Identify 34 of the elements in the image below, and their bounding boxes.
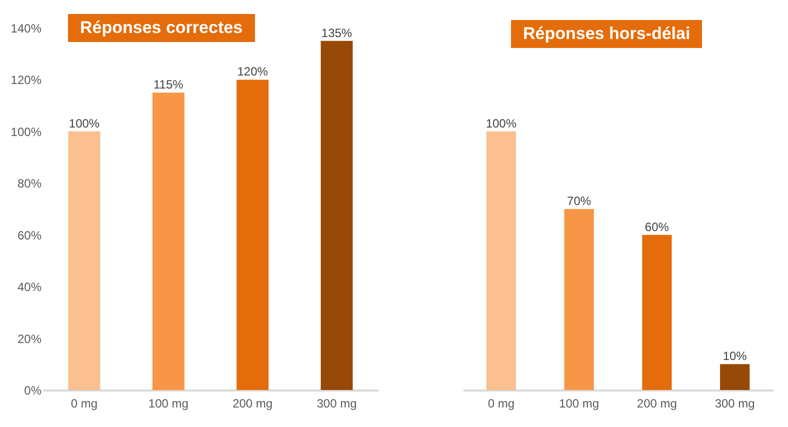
bar: [152, 92, 184, 390]
data-label: 10%: [722, 349, 748, 364]
data-label: 100%: [68, 116, 100, 130]
x-tick-label: 100 mg: [148, 396, 188, 410]
data-label: 70%: [567, 194, 592, 208]
x-tick-label: 300 mg: [316, 396, 357, 410]
bar: [486, 131, 516, 390]
data-label: 120%: [237, 64, 268, 79]
data-label: 100%: [486, 116, 517, 130]
y-tick-label: 20%: [17, 332, 42, 346]
y-tick-label: 140%: [10, 22, 42, 36]
x-tick-label: 0 mg: [488, 396, 515, 410]
y-tick-label: 0%: [24, 384, 42, 398]
bar: [68, 131, 100, 390]
y-tick-label: 60%: [17, 228, 42, 242]
data-label: 60%: [644, 220, 670, 234]
x-tick-label: 100 mg: [559, 396, 600, 410]
x-tick-label: 300 mg: [714, 396, 755, 410]
x-tick-label: 200 mg: [232, 396, 273, 410]
y-tick-label: 100%: [10, 124, 42, 139]
x-tick-label: 200 mg: [636, 396, 677, 410]
data-label: 135%: [321, 26, 352, 40]
bar: [642, 234, 672, 390]
bar: [236, 80, 269, 390]
y-tick-label: 120%: [10, 73, 42, 88]
x-tick-label: 0 mg: [70, 396, 98, 410]
data-label: 115%: [154, 78, 184, 92]
chart-title: Réponses hors-délai: [511, 20, 702, 48]
y-tick-label: 40%: [17, 280, 42, 294]
chart-title: Réponses correctes: [68, 14, 255, 42]
bar: [320, 40, 353, 390]
y-tick-label: 80%: [17, 176, 42, 191]
bar: [564, 209, 594, 390]
bar: [720, 364, 750, 390]
